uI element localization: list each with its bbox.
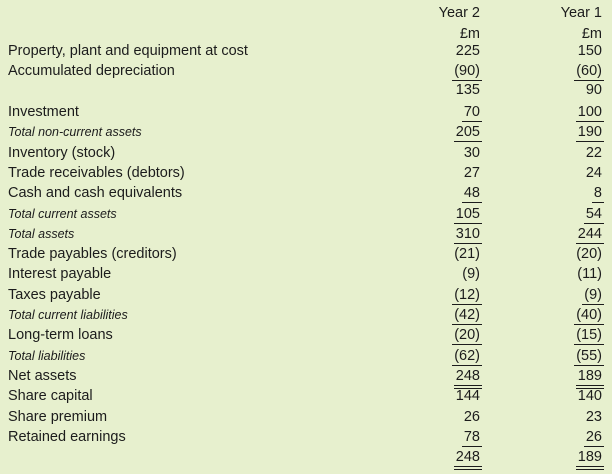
year2-value: 105 (453, 206, 483, 224)
year2-value: 48 (461, 185, 483, 203)
statement-row: Share premium 26 23 (0, 407, 612, 427)
year1-value: 26 (583, 429, 605, 447)
year1-value: 189 (575, 368, 605, 389)
year1-value: 23 (585, 409, 602, 425)
statement-row: Long-term loans (20) (15) (0, 325, 612, 345)
statement-row: Retained earnings 78 26 (0, 427, 612, 447)
year2-value: (9) (462, 266, 480, 282)
row-label: Cash and cash equivalents (8, 185, 183, 201)
statement-row: Trade payables (creditors) (21) (20) (0, 244, 612, 264)
statement-row: Share capital 144 140 (0, 386, 612, 406)
statement-row: Inventory (stock) 30 22 (0, 143, 612, 163)
statement-row: Total non-current assets 205 190 (0, 122, 612, 142)
row-label: Total assets (8, 227, 75, 241)
statement-row: Total assets 310 244 (0, 224, 612, 244)
year1-value: 100 (575, 104, 605, 122)
row-label: Long-term loans (8, 327, 113, 343)
year1-value: 90 (585, 82, 602, 98)
year1-header: Year 1 (560, 5, 602, 21)
row-label: Inventory (stock) (8, 145, 116, 161)
year1-value: 150 (577, 43, 602, 59)
year2-value: 70 (461, 104, 483, 122)
year1-value: 244 (575, 226, 605, 244)
row-label: Share premium (8, 409, 108, 425)
year2-value: 248 (453, 368, 483, 389)
row-label: Investment (8, 104, 79, 120)
year2-value: (90) (452, 63, 482, 81)
year2-unit: £m (459, 26, 480, 42)
row-label: Trade receivables (debtors) (8, 165, 185, 181)
statement-row: Net assets 248 189 (0, 366, 612, 389)
year2-value: 27 (463, 165, 480, 181)
year2-value: (42) (452, 307, 482, 325)
year2-value: 30 (463, 145, 480, 161)
year1-value: (20) (576, 246, 602, 262)
year1-value: 8 (591, 185, 605, 203)
year1-unit: £m (581, 26, 602, 42)
year1-value: 190 (575, 124, 605, 142)
year2-value: 135 (455, 82, 480, 98)
row-label: Property, plant and equipment at cost (8, 43, 248, 59)
statement-row: Property, plant and equipment at cost 225… (0, 41, 612, 61)
year1-value: 189 (575, 449, 605, 470)
statement-row: Investment 70 100 (0, 102, 612, 122)
row-label: Total liabilities (8, 349, 86, 363)
row-label: Accumulated depreciation (8, 63, 175, 79)
year1-value: 140 (577, 388, 602, 404)
year1-value: (55) (574, 348, 604, 366)
row-label: Total current assets (8, 207, 117, 221)
statement-row: Total liabilities (62) (55) (0, 346, 612, 366)
statement-row: Total current assets 105 54 (0, 204, 612, 224)
year1-value: (11) (577, 266, 602, 282)
statement-row: Taxes payable (12) (9) (0, 285, 612, 305)
row-label: Net assets (8, 368, 77, 384)
statement-row: Cash and cash equivalents 48 8 (0, 183, 612, 203)
statement-row: Trade receivables (debtors) 27 24 (0, 163, 612, 183)
year2-value: 248 (453, 449, 483, 470)
year1-value: 22 (585, 145, 602, 161)
statement-row: Accumulated depreciation (90) (60) (0, 61, 612, 81)
statement-row: Total current liabilities (42) (40) (0, 305, 612, 325)
year2-value: 26 (463, 409, 480, 425)
row-label: Total current liabilities (8, 308, 128, 322)
year2-value: (62) (452, 348, 482, 366)
year2-value: 205 (453, 124, 483, 142)
row-label: Share capital (8, 388, 93, 404)
year2-value: (20) (452, 327, 482, 345)
statement-row: 248 189 (0, 447, 612, 470)
row-label: Trade payables (creditors) (8, 246, 177, 262)
year1-value: (60) (574, 63, 604, 81)
year2-value: 144 (455, 388, 480, 404)
year1-value: (40) (574, 307, 604, 325)
year2-value: 78 (461, 429, 483, 447)
row-label: Taxes payable (8, 287, 101, 303)
year2-header: Year 2 (438, 5, 480, 21)
year1-value: (9) (582, 287, 604, 305)
row-label: Total non-current assets (8, 125, 142, 139)
year2-value: 225 (455, 43, 480, 59)
year2-value: (12) (452, 287, 482, 305)
statement-row: 135 90 (0, 80, 612, 100)
column-header: Year 2 Year 1 £m £m (0, 3, 612, 45)
row-label: Retained earnings (8, 429, 126, 445)
year1-value: 54 (583, 206, 605, 224)
statement-row: Interest payable (9) (11) (0, 264, 612, 284)
row-label: Interest payable (8, 266, 112, 282)
year2-value: 310 (453, 226, 483, 244)
year1-value: (15) (574, 327, 604, 345)
year1-value: 24 (585, 165, 602, 181)
year2-value: (21) (454, 246, 480, 262)
